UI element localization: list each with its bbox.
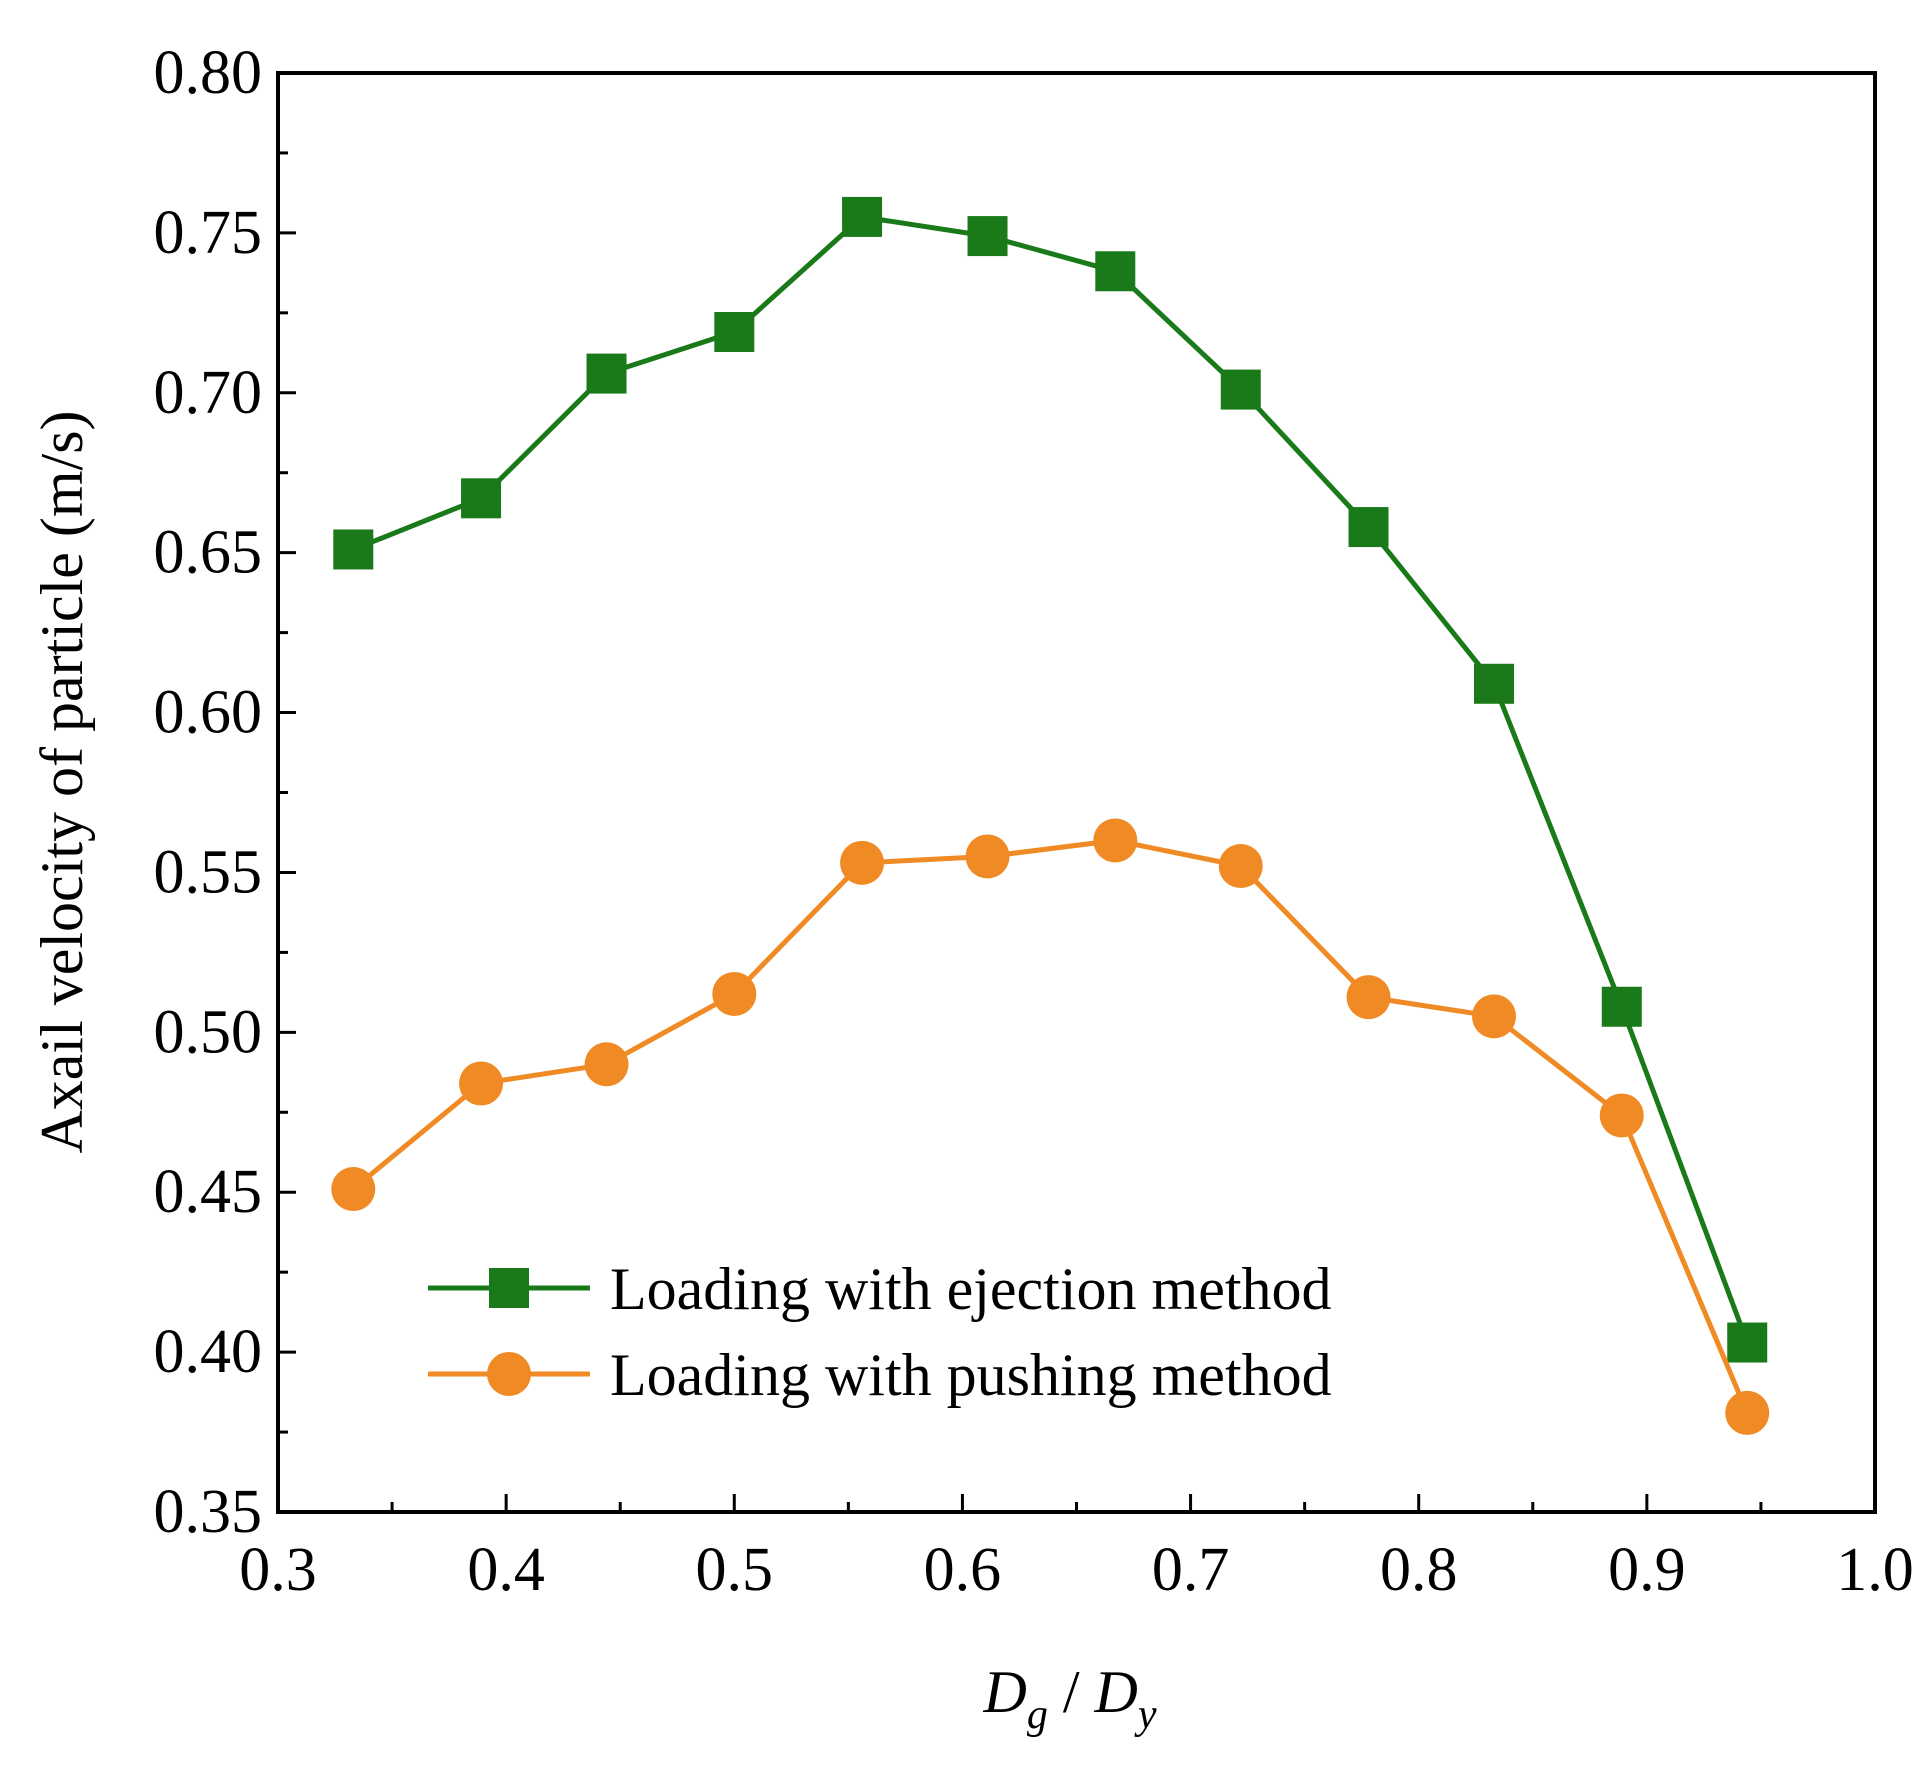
series-1 bbox=[333, 196, 1768, 1363]
legend-marker-circle bbox=[487, 1352, 531, 1396]
y-tick-label: 0.45 bbox=[154, 1158, 263, 1226]
data-point-square bbox=[1601, 986, 1642, 1027]
data-point-circle bbox=[840, 840, 885, 885]
y-tick-label: 0.60 bbox=[154, 679, 263, 747]
data-point-square bbox=[461, 478, 502, 519]
data-point-circle bbox=[459, 1061, 504, 1106]
data-point-circle bbox=[712, 971, 757, 1016]
y-tick-label: 0.35 bbox=[154, 1478, 263, 1546]
data-point-square bbox=[967, 216, 1008, 257]
data-point-square bbox=[1095, 251, 1136, 292]
x-axis-title: Dg / Dy bbox=[982, 1659, 1156, 1738]
y-tick-label: 0.70 bbox=[154, 359, 263, 427]
y-tick-label: 0.50 bbox=[154, 998, 263, 1066]
legend-label: Loading with pushing method bbox=[610, 1342, 1332, 1408]
series-line bbox=[352, 214, 1750, 1344]
data-point-circle bbox=[1725, 1390, 1770, 1435]
x-axis-title-main-2: D bbox=[1094, 1659, 1138, 1725]
plot-frame bbox=[276, 71, 1877, 1514]
y-tick-label: 0.55 bbox=[154, 838, 263, 906]
x-axis-title-main-1: D bbox=[982, 1659, 1026, 1725]
y-tick-label: 0.80 bbox=[154, 39, 263, 107]
data-point-square bbox=[333, 529, 374, 570]
x-tick-label: 0.9 bbox=[1608, 1536, 1686, 1604]
data-point-circle bbox=[1218, 844, 1263, 889]
tick-labels: 0.3 0.4 0.5 0.6 0.7 0.8 0.9 1.0 0.35 0.40 0.45 0.50… bbox=[154, 39, 1914, 1604]
data-point-square bbox=[1348, 507, 1389, 548]
x-tick-label: 0.6 bbox=[924, 1536, 1002, 1604]
x-tick-label: 0.8 bbox=[1380, 1536, 1458, 1604]
x-tick-label: 0.4 bbox=[467, 1536, 545, 1604]
legend-marker-square bbox=[489, 1268, 529, 1308]
legend-item-1: Loading with ejection method bbox=[428, 1256, 1332, 1322]
data-point-circle bbox=[1093, 818, 1138, 863]
x-tick-label: 0.7 bbox=[1152, 1536, 1230, 1604]
legend-label: Loading with ejection method bbox=[610, 1256, 1332, 1322]
y-axis-title: Axail velocity of particle (m/s) bbox=[29, 410, 95, 1153]
y-tick-label: 0.65 bbox=[154, 519, 263, 587]
x-axis-title-sub-2: y bbox=[1134, 1692, 1157, 1738]
y-tick-label: 0.75 bbox=[154, 199, 263, 267]
x-axis-title-separator: / bbox=[1048, 1659, 1095, 1725]
data-point-square bbox=[1474, 663, 1515, 704]
data-point-circle bbox=[1472, 994, 1517, 1039]
legend: Loading with ejection method Loading with… bbox=[428, 1256, 1332, 1408]
y-tick-label: 0.40 bbox=[154, 1318, 263, 1386]
data-point-square bbox=[1220, 369, 1261, 410]
legend-item-2: Loading with pushing method bbox=[428, 1342, 1332, 1408]
data-point-circle bbox=[331, 1167, 376, 1212]
data-point-circle bbox=[965, 834, 1010, 879]
data-point-square bbox=[1727, 1322, 1768, 1363]
series-2 bbox=[331, 818, 1770, 1435]
data-point-circle bbox=[1599, 1093, 1644, 1138]
data-point-square bbox=[586, 353, 627, 394]
data-series bbox=[331, 196, 1770, 1435]
x-tick-label: 0.5 bbox=[696, 1536, 774, 1604]
x-tick-label: 1.0 bbox=[1836, 1536, 1914, 1604]
x-axis-title-sub-1: g bbox=[1027, 1692, 1048, 1738]
x-tick-label: 0.3 bbox=[239, 1536, 317, 1604]
data-point-circle bbox=[584, 1042, 629, 1087]
data-point-circle bbox=[1346, 975, 1391, 1020]
data-point-square bbox=[842, 196, 883, 237]
data-point-square bbox=[714, 312, 755, 353]
